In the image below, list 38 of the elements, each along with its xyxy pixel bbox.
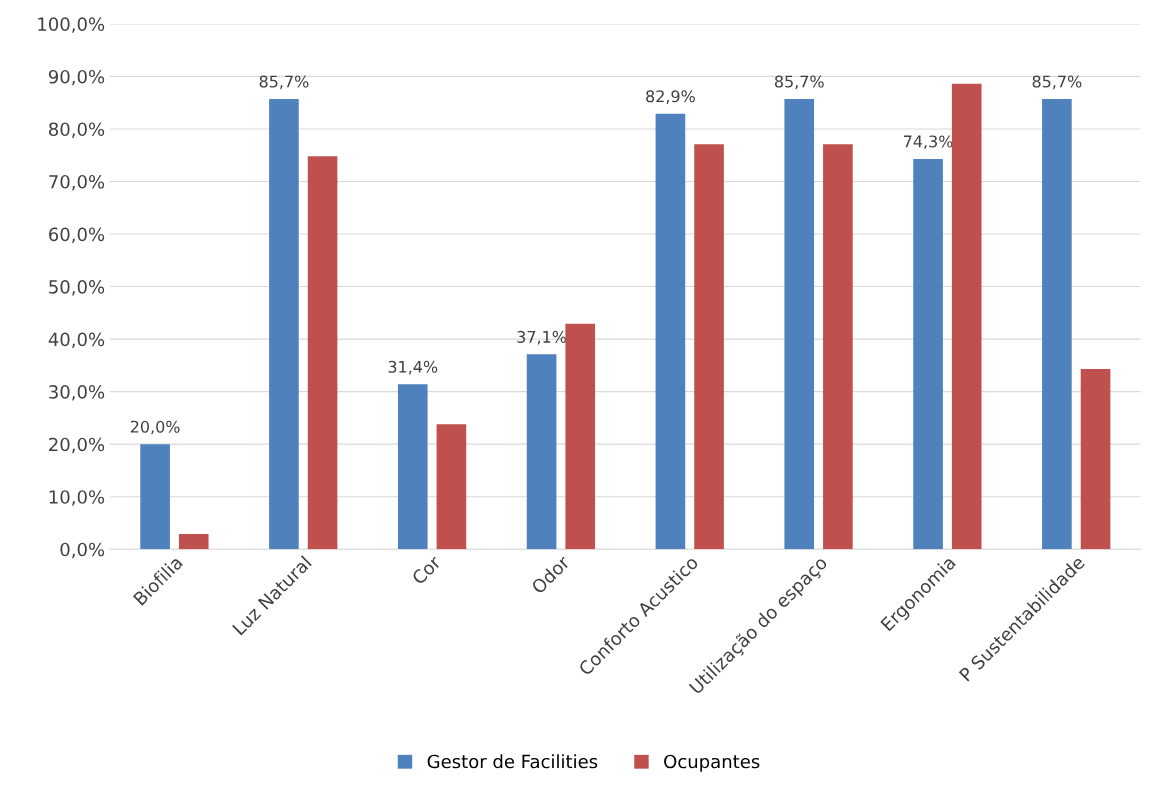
y-tick-label: 70,0% xyxy=(49,174,105,191)
bar xyxy=(307,156,338,550)
y-tick-label: 50,0% xyxy=(49,280,105,296)
bar xyxy=(565,323,596,550)
y-tick-label: 20,0% xyxy=(49,437,105,454)
data-label: 85,7% xyxy=(259,75,309,90)
y-tick-label: 80,0% xyxy=(49,122,105,138)
y-tick-label: 40,0% xyxy=(48,332,105,349)
legend-label: Ocupantes xyxy=(664,754,760,772)
bar xyxy=(526,354,557,550)
data-label: 82,9% xyxy=(646,90,695,104)
bar xyxy=(436,424,467,550)
bar xyxy=(178,534,209,550)
y-tick-label: 0,0% xyxy=(60,542,105,559)
bar xyxy=(1042,99,1072,550)
x-tick-label: Cor xyxy=(411,554,442,586)
data-label: 20,0% xyxy=(130,420,180,435)
bar xyxy=(655,113,686,550)
data-label: 31,4% xyxy=(388,360,438,375)
data-label: 85,7% xyxy=(774,75,824,90)
bar xyxy=(397,384,428,550)
bar xyxy=(823,144,853,550)
bar xyxy=(784,99,815,550)
data-label: 74,3% xyxy=(904,135,953,150)
y-tick-label: 100,0% xyxy=(38,17,105,33)
data-label: 85,7% xyxy=(1032,75,1082,90)
bar xyxy=(694,144,724,550)
y-tick-label: 60,0% xyxy=(49,227,105,243)
y-tick-label: 30,0% xyxy=(49,385,105,401)
bar xyxy=(140,444,170,550)
bar xyxy=(1080,369,1111,550)
legend-label: Gestor de Facilities xyxy=(427,754,598,769)
data-label: 37,1% xyxy=(517,330,567,345)
bar xyxy=(269,99,299,550)
bar xyxy=(913,158,943,550)
y-tick-label: 10,0% xyxy=(49,490,105,506)
bar xyxy=(951,83,982,550)
y-tick-label: 90,0% xyxy=(48,69,105,86)
